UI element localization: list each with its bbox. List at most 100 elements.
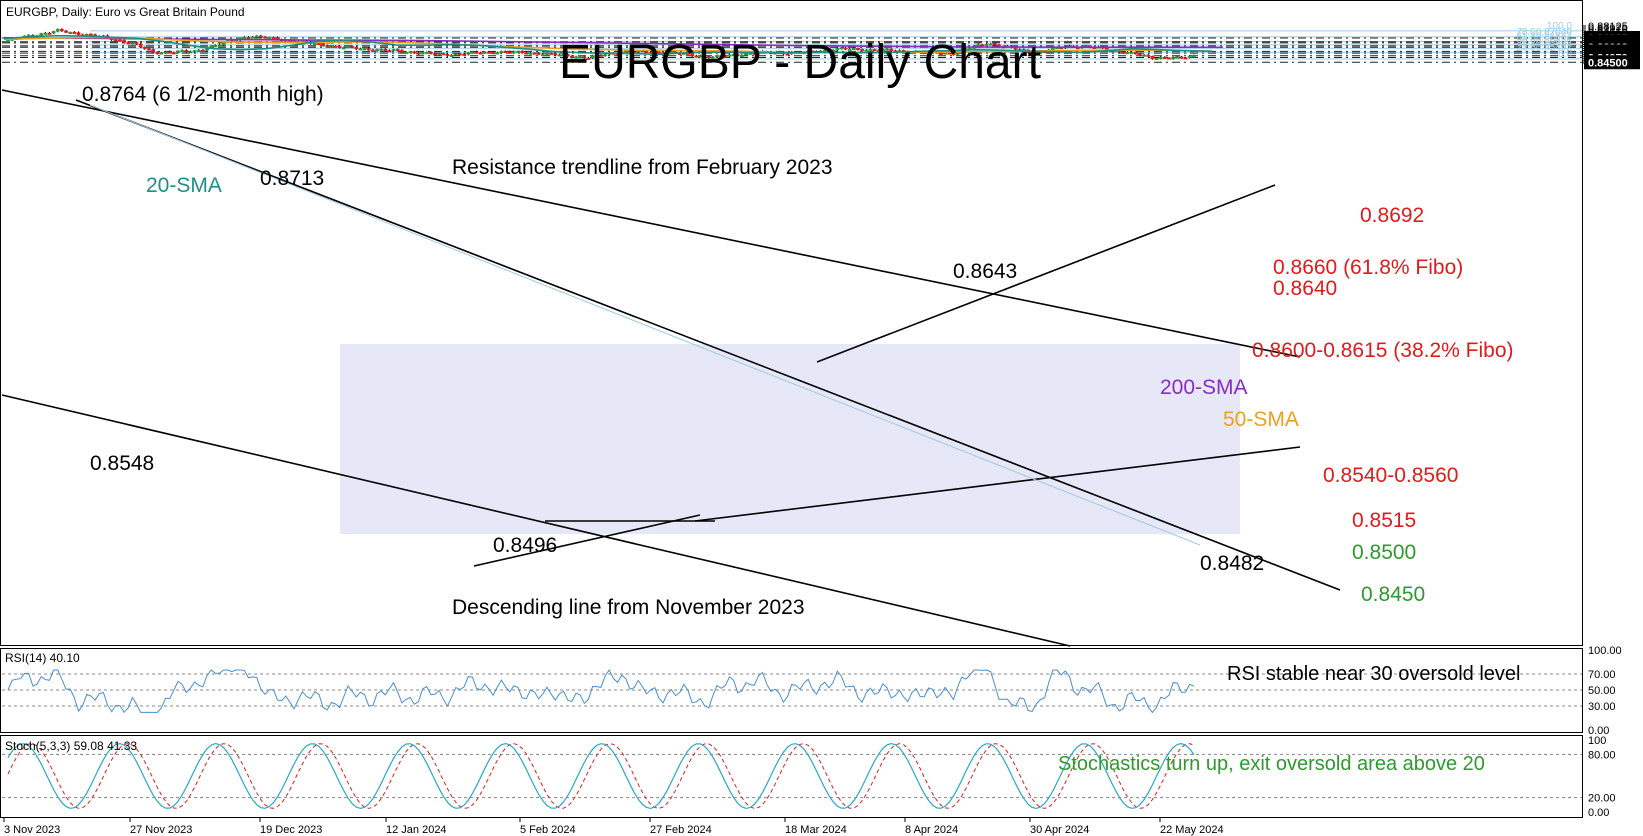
candle — [565, 53, 570, 57]
candle — [404, 51, 408, 54]
candle — [271, 36, 276, 40]
level-label-8660: 0.8660 (61.8% Fibo) — [1273, 256, 1463, 279]
candle-body — [582, 56, 587, 59]
candle-body — [856, 47, 860, 50]
candle — [176, 50, 180, 54]
candle-body — [217, 44, 222, 47]
candle — [1142, 53, 1146, 57]
candle-body — [1142, 54, 1146, 57]
rsi-comment: RSI stable near 30 oversold level — [1227, 663, 1521, 685]
candle — [72, 31, 77, 34]
candle-body — [51, 31, 56, 34]
sma20-line — [3, 34, 1213, 56]
candle-body — [312, 42, 317, 45]
candle-body — [735, 54, 740, 57]
candle-body — [358, 48, 363, 51]
candle — [346, 45, 350, 49]
candle-body — [557, 54, 562, 57]
moving-averages — [3, 34, 1224, 56]
stoch-tick-label: 80.00 — [1588, 749, 1616, 761]
candle-body — [839, 47, 844, 50]
candle-body — [329, 45, 334, 48]
candle-body — [263, 36, 267, 39]
candle — [267, 36, 272, 40]
candle-body — [723, 55, 728, 58]
candle — [731, 53, 736, 57]
candle — [254, 35, 259, 38]
candle-body — [711, 56, 715, 59]
candle-body — [528, 52, 533, 55]
candle-body — [371, 49, 375, 52]
candle — [342, 46, 346, 50]
candle-body — [561, 54, 566, 57]
candle-body — [346, 46, 350, 49]
rsi-tick-label: 70.00 — [1588, 669, 1616, 681]
level-label-8640: 0.8640 — [1273, 277, 1337, 300]
candle — [362, 47, 367, 51]
candle-body — [939, 52, 943, 55]
candle-body — [507, 51, 512, 54]
candle — [412, 50, 417, 54]
candle-body — [744, 53, 748, 56]
candle-body — [470, 51, 475, 54]
candle — [868, 48, 873, 52]
candle-body — [458, 53, 462, 56]
candle-body — [715, 55, 719, 58]
rsi-tick-label: 100.00 — [1588, 645, 1622, 657]
candle-body — [267, 37, 272, 40]
candle — [1158, 55, 1163, 60]
candle — [437, 52, 442, 56]
descending-channel-bottom — [1, 394, 1071, 647]
candle-body — [134, 42, 139, 45]
candle — [872, 48, 877, 52]
candle-body — [702, 55, 707, 58]
candle-body — [321, 43, 325, 46]
candle — [711, 55, 715, 59]
candle-body — [491, 51, 495, 54]
candle-body — [271, 37, 276, 40]
candle — [491, 50, 495, 55]
candle — [582, 55, 587, 60]
candle-body — [6, 40, 10, 42]
candle-body — [130, 42, 135, 45]
candle-body — [142, 46, 147, 49]
candle — [188, 50, 193, 54]
candle — [574, 55, 578, 59]
candle-body — [1154, 58, 1159, 61]
rising-support-line-low — [473, 514, 701, 567]
candle-body — [1187, 55, 1192, 58]
candle — [532, 52, 537, 55]
candle-body — [503, 51, 508, 54]
candle-body — [698, 55, 703, 58]
candle-body — [400, 50, 404, 53]
candle — [449, 54, 454, 57]
price-axis: 0.881250.879200.877150.875100.873050.871… — [1582, 21, 1640, 70]
candle — [495, 51, 500, 55]
candle — [1129, 50, 1134, 54]
candle — [47, 31, 52, 35]
candle — [512, 50, 516, 54]
candle — [64, 29, 68, 34]
annotation-high: 0.8764 (6 1/2-month high) — [82, 83, 324, 106]
candle — [263, 35, 267, 39]
candle-body — [55, 29, 60, 32]
rsi-levels — [2, 673, 1582, 707]
candle — [980, 43, 985, 47]
candle — [553, 52, 558, 57]
level-label-8540: 0.8540-0.8560 — [1323, 464, 1458, 487]
candle-body — [1146, 54, 1151, 57]
candle-body — [1167, 57, 1171, 60]
candle — [196, 49, 201, 52]
candle-body — [980, 44, 985, 47]
candle-body — [159, 52, 164, 55]
candle — [416, 51, 421, 55]
candle — [383, 47, 388, 52]
candle — [55, 28, 60, 33]
candle — [371, 48, 375, 52]
candle — [549, 52, 554, 55]
candle — [727, 53, 732, 58]
candle-body — [433, 53, 437, 56]
candle-body — [727, 54, 732, 57]
stoch-main-line — [7, 742, 1195, 810]
